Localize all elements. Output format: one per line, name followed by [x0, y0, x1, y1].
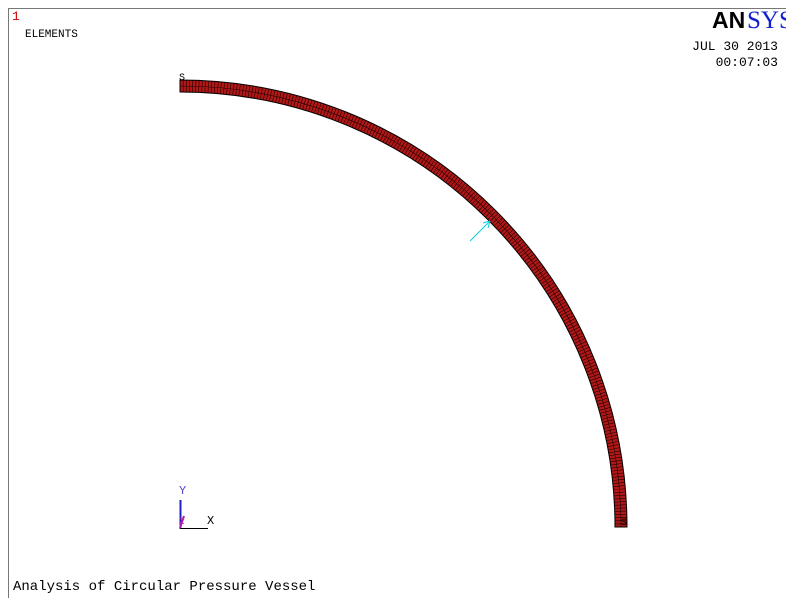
- plot-label: ELEMENTS: [25, 29, 78, 41]
- viewport-border: [8, 8, 786, 598]
- window-number: 1: [12, 9, 20, 24]
- logo-part: AN: [712, 7, 745, 33]
- element-mesh: [179, 79, 628, 528]
- vessel-wall: [179, 79, 628, 528]
- logo-part: SYS: [747, 7, 786, 34]
- triad-label: X: [207, 514, 214, 528]
- pressure-arrow-head: [482, 220, 491, 229]
- triad-label: Y: [179, 484, 186, 498]
- logo: AN SYS: [712, 7, 786, 34]
- plot-title: Analysis of Circular Pressure Vessel: [13, 579, 315, 595]
- node-label: S: [179, 73, 185, 84]
- triad-label: Z: [179, 517, 185, 527]
- mesh-lines: [179, 80, 627, 528]
- pressure-arrow: [469, 220, 491, 242]
- date: JUL 30 2013: [692, 39, 778, 54]
- triad-z-axis: [179, 515, 185, 529]
- node-label: S: [621, 518, 627, 529]
- time: 00:07:03: [716, 55, 778, 70]
